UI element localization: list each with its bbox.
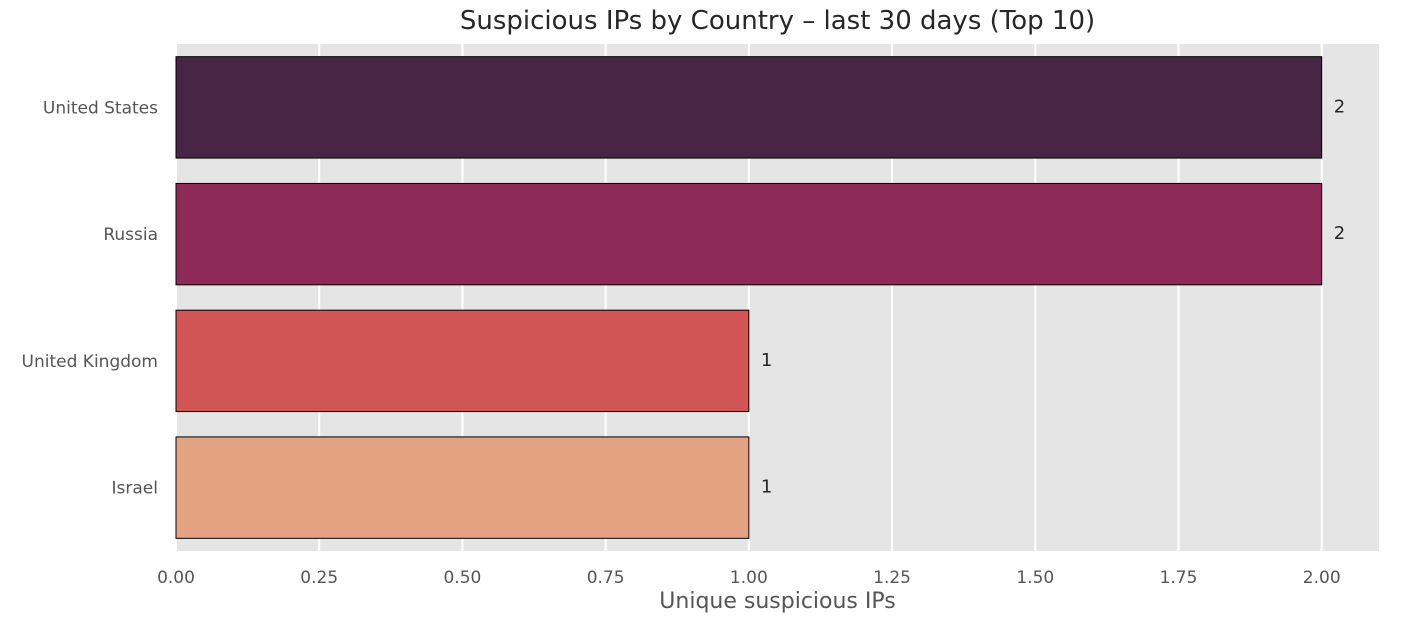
bar-value-label: 2	[1334, 96, 1345, 117]
bar	[175, 182, 1323, 286]
x-tick-label: 0.25	[300, 568, 338, 588]
bar	[175, 309, 750, 413]
x-tick-label: 2.00	[1303, 568, 1341, 588]
x-axis-label: Unique suspicious IPs	[659, 589, 896, 614]
y-tick-label: United States	[43, 98, 158, 118]
bar	[175, 436, 750, 539]
y-tick-label: Israel	[112, 479, 158, 499]
bars	[175, 56, 1323, 539]
bar	[175, 56, 1323, 159]
y-tick-label: United Kingdom	[22, 352, 158, 372]
y-tick-labels: United States Russia United Kingdom Israel	[22, 98, 159, 498]
x-tick-label: 0.75	[587, 568, 625, 588]
data-labels: 2 2 1 1	[761, 96, 1345, 497]
x-tick-label: 1.00	[730, 568, 768, 588]
x-tick-label: 0.50	[443, 568, 481, 588]
y-tick-label: Russia	[103, 225, 158, 245]
x-tick-label: 1.75	[1160, 568, 1198, 588]
chart-title: Suspicious IPs by Country – last 30 days…	[459, 6, 1096, 36]
x-tick-label: 1.25	[873, 568, 911, 588]
x-tick-label: 1.50	[1016, 568, 1054, 588]
bar-value-label: 1	[761, 350, 772, 371]
bar-value-label: 2	[1334, 223, 1345, 244]
x-tick-label: 0.00	[157, 568, 195, 588]
bar-value-label: 1	[761, 477, 772, 498]
x-tick-labels: 0.00 0.25 0.50 0.75 1.00 1.25 1.50 1.75 2.00	[157, 568, 1341, 588]
